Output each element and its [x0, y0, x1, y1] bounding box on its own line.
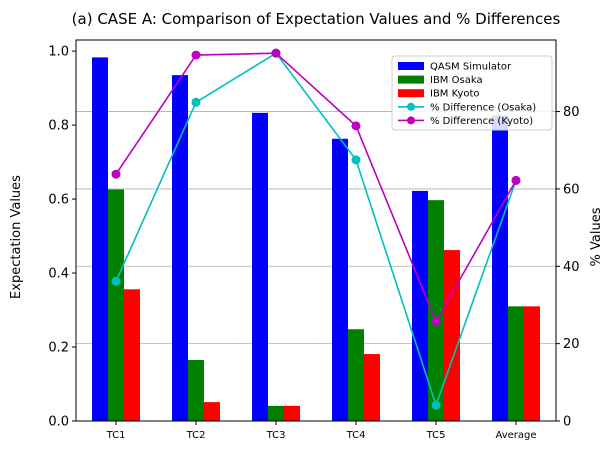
y-tick-label: 0.0	[48, 415, 69, 430]
bar	[524, 306, 540, 421]
bar	[508, 306, 524, 421]
legend-label: % Difference (Osaka)	[430, 102, 536, 113]
bar	[268, 405, 284, 421]
bar	[444, 250, 460, 421]
lines	[111, 48, 521, 410]
x-tick-label: Average	[495, 430, 536, 441]
line-point	[191, 97, 201, 107]
bar	[332, 138, 348, 421]
line-point	[351, 121, 361, 131]
legend-label: IBM Kyoto	[430, 89, 480, 100]
bar	[92, 57, 108, 421]
line-point	[111, 276, 121, 286]
bar	[204, 402, 220, 421]
chart-title: (a) CASE A: Comparison of Expectation Va…	[72, 10, 561, 28]
line-point	[191, 50, 201, 60]
legend: QASM Simulator IBM Osaka IBM Kyoto % Differ…	[391, 55, 553, 131]
bar	[188, 359, 204, 421]
line-point	[111, 169, 121, 179]
y2-tick-label: 40	[563, 260, 580, 275]
series-line	[115, 52, 517, 408]
x-tick-label: TC5	[426, 430, 446, 441]
y-tick-label: 1.0	[48, 45, 69, 60]
bar	[124, 289, 140, 421]
y-tick-label: 0.8	[48, 119, 69, 134]
bar	[348, 329, 364, 421]
legend-swatch	[398, 75, 424, 84]
legend-marker	[407, 116, 415, 125]
y2-tick-label: 0	[563, 415, 571, 430]
legend-marker	[407, 102, 415, 111]
legend-box	[391, 55, 553, 131]
bar	[252, 112, 268, 421]
line-point	[271, 48, 281, 58]
y2-tick-label: 80	[563, 105, 580, 120]
plot-frame	[75, 39, 557, 422]
line-point	[431, 400, 441, 410]
line-point	[431, 317, 441, 327]
bars	[92, 57, 540, 421]
y-tick-label: 0.4	[48, 267, 69, 282]
y-axis-label: Expectation Values	[9, 175, 24, 299]
bar	[412, 190, 428, 421]
bar	[172, 75, 188, 421]
grid	[76, 111, 556, 422]
legend-label: % Difference (Kyoto)	[430, 116, 533, 127]
bar	[492, 115, 508, 421]
x-tick-label: TC2	[186, 430, 206, 441]
line-point	[511, 175, 521, 185]
y2-tick-label: 60	[563, 182, 580, 197]
axes: 0.0 0.2 0.4 0.6 0.8 1.0 0 20 40 60 80 TC1 TC2 TC3 TC4 T…	[48, 39, 580, 441]
series-line	[115, 52, 517, 324]
legend-label: IBM Osaka	[430, 75, 483, 86]
legend-label: QASM Simulator	[430, 62, 512, 73]
legend-swatch	[398, 89, 424, 98]
bar	[364, 354, 380, 421]
x-tick-label: TC4	[346, 430, 366, 441]
x-tick-label: TC1	[106, 430, 126, 441]
bar	[108, 189, 124, 421]
y-tick-label: 0.6	[48, 193, 69, 208]
line-point	[351, 155, 361, 165]
x-tick-label: TC3	[266, 430, 286, 441]
legend-swatch	[398, 62, 424, 70]
y2-tick-label: 20	[563, 337, 580, 352]
y-tick-label: 0.2	[48, 341, 69, 356]
bar	[284, 405, 300, 421]
y2-axis-label: % Values	[589, 207, 604, 266]
bar	[428, 200, 444, 421]
